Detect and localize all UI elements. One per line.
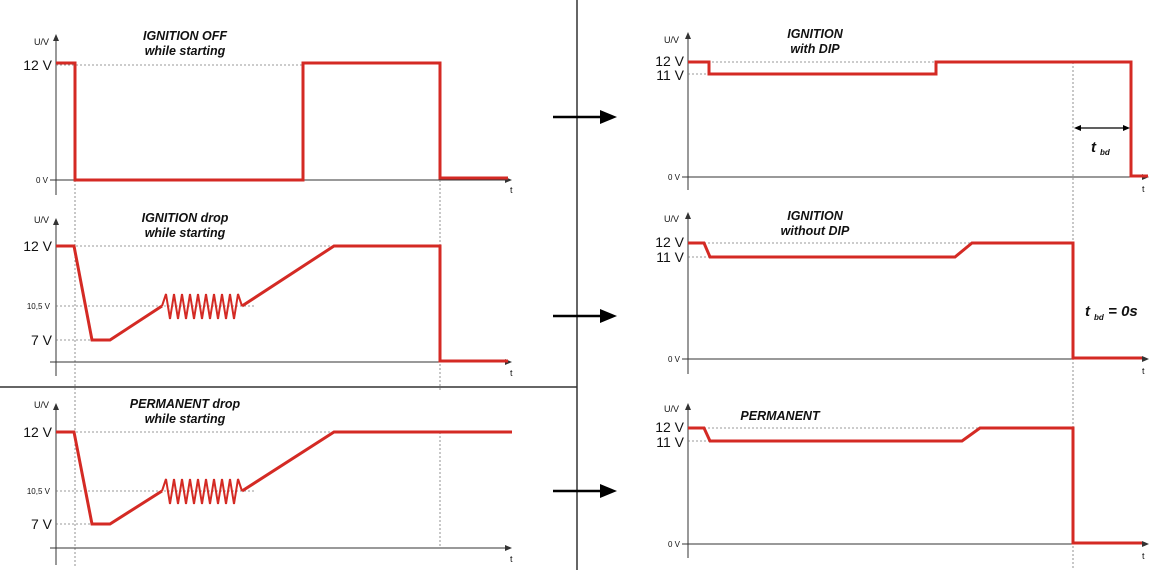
y-axis-label: U/V	[34, 400, 49, 410]
arrow-right-icon	[553, 309, 617, 323]
y-axis-label: U/V	[34, 215, 49, 225]
tick-0v: 0 V	[668, 173, 681, 182]
voltage-trace-recovery	[242, 432, 512, 491]
tick-11v: 11 V	[656, 67, 684, 83]
panel-title: PERMANENT	[740, 409, 821, 423]
panel-permanent: U/V t 12 V 11 V 0 V PERMANENT	[655, 403, 1149, 561]
tick-0v: 0 V	[36, 176, 49, 185]
tick-7v: 7 V	[31, 516, 53, 532]
tick-12v: 12 V	[23, 238, 52, 254]
x-axis-label: t	[510, 368, 513, 378]
tick-7v: 7 V	[31, 332, 53, 348]
tick-12v: 12 V	[23, 424, 52, 440]
voltage-trace	[688, 428, 1142, 543]
tbd-zero-label: t bd = 0s	[1085, 303, 1138, 322]
y-axis-label: U/V	[664, 214, 679, 224]
voltage-trace	[56, 63, 508, 180]
y-axis-arrow-icon	[53, 34, 59, 41]
tick-10-5v: 10,5 V	[27, 302, 51, 311]
panel-permanent-drop: U/V t 12 V 10,5 V 7 V PERMANENT drop whi…	[23, 397, 513, 565]
tbd-label: t	[1085, 303, 1091, 320]
x-axis-label: t	[510, 554, 513, 564]
voltage-trace-recovery	[242, 246, 508, 361]
panel-ignition-drop: U/V t 12 V 10,5 V 7 V IGNITION drop whil…	[23, 211, 513, 378]
y-axis-arrow-icon	[685, 403, 691, 410]
tick-0v: 0 V	[668, 355, 681, 364]
panel-title: IGNITION OFF	[143, 29, 227, 43]
x-axis-arrow-icon	[505, 545, 512, 551]
tick-11v: 11 V	[656, 249, 684, 265]
voltage-trace-drop	[56, 432, 162, 524]
tick-0v: 0 V	[668, 540, 681, 549]
panel-title: IGNITION	[787, 209, 844, 223]
tick-11v: 11 V	[656, 434, 684, 450]
x-axis-arrow-icon	[1142, 356, 1149, 362]
y-axis-label: U/V	[34, 37, 49, 47]
tbd-dimension: t bd	[1074, 125, 1130, 157]
y-axis-arrow-icon	[685, 32, 691, 39]
arrow-right-icon	[553, 484, 617, 498]
y-axis-arrow-icon	[53, 218, 59, 225]
panel-subtitle: while starting	[145, 412, 226, 426]
x-axis-label: t	[510, 185, 513, 195]
panel-ignition-with-dip: U/V t 12 V 11 V 0 V IGNITION with DIP t …	[655, 27, 1149, 568]
tick-12v: 12 V	[655, 419, 684, 435]
y-axis-label: U/V	[664, 35, 679, 45]
y-axis-arrow-icon	[53, 403, 59, 410]
tbd-value: = 0s	[1104, 303, 1138, 320]
tick-10-5v: 10,5 V	[27, 487, 51, 496]
arrow-right-icon	[553, 110, 617, 124]
panel-subtitle: with DIP	[790, 42, 840, 56]
voltage-trace	[688, 243, 1142, 358]
panel-subtitle: without DIP	[781, 224, 850, 238]
tbd-label: t	[1091, 139, 1097, 156]
crank-ripple	[162, 479, 242, 504]
voltage-trace-drop	[56, 246, 162, 340]
panel-subtitle: while starting	[145, 44, 226, 58]
panel-subtitle: while starting	[145, 226, 226, 240]
tick-12v: 12 V	[23, 57, 52, 73]
tick-12v: 12 V	[655, 234, 684, 250]
panel-ignition-without-dip: U/V t 12 V 11 V 0 V IGNITION without DIP…	[655, 209, 1149, 376]
crank-ripple	[162, 294, 242, 319]
x-axis-label: t	[1142, 366, 1145, 376]
panel-title: IGNITION drop	[142, 211, 229, 225]
panel-title: IGNITION	[787, 27, 844, 41]
voltage-trace	[688, 62, 1148, 176]
y-axis-label: U/V	[664, 404, 679, 414]
x-axis-arrow-icon	[1142, 541, 1149, 547]
tbd-subscript: bd	[1100, 148, 1111, 157]
y-axis-arrow-icon	[685, 212, 691, 219]
x-axis-label: t	[1142, 184, 1145, 194]
x-axis-label: t	[1142, 551, 1145, 561]
panel-title: PERMANENT drop	[130, 397, 241, 411]
